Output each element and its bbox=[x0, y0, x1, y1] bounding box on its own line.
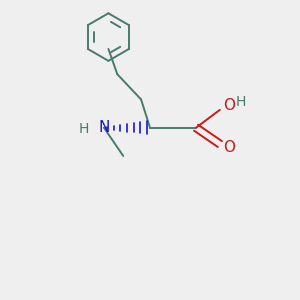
Text: O: O bbox=[223, 98, 235, 113]
Text: N: N bbox=[98, 120, 110, 135]
Text: H: H bbox=[79, 122, 89, 136]
Text: H: H bbox=[235, 95, 246, 110]
Text: O: O bbox=[223, 140, 235, 154]
